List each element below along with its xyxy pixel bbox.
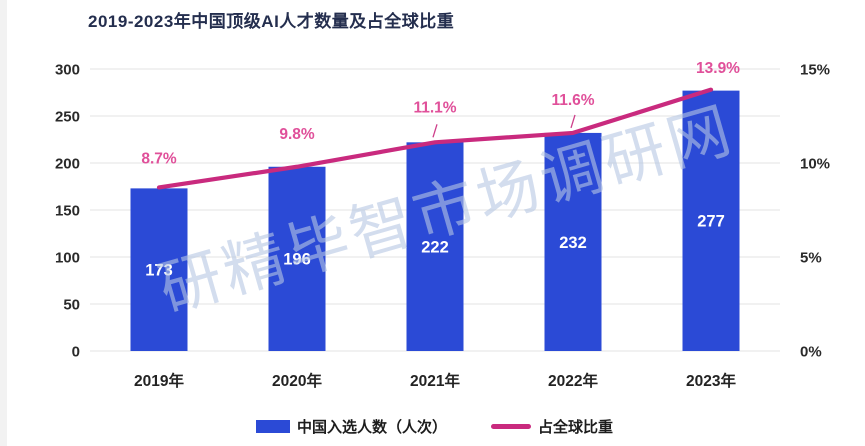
- bar-2021年: [406, 142, 464, 351]
- x-axis-label-2020年: 2020年: [272, 371, 322, 390]
- bar-value-label: 196: [283, 251, 311, 269]
- bar-value-label: 173: [145, 261, 173, 279]
- left-axis-tick-label: 0: [72, 344, 80, 361]
- bar-2020年: [268, 166, 326, 351]
- right-axis-tick-label: 10%: [800, 156, 830, 173]
- left-axis-tick-label: 150: [55, 203, 80, 220]
- percent-label: 8.7%: [141, 151, 177, 168]
- label-leader-tick: [570, 114, 576, 129]
- bar-2022年: [544, 132, 602, 351]
- right-axis-tick-label: 5%: [800, 250, 822, 267]
- bar-series-swatch: [256, 420, 290, 433]
- percent-label: 11.6%: [551, 92, 594, 109]
- percent-label: 11.1%: [413, 100, 456, 117]
- bar-2023年: [682, 90, 740, 352]
- bar-value-label: 232: [559, 234, 587, 252]
- page-edge-band: [0, 0, 7, 446]
- left-axis-tick-label: 200: [55, 156, 80, 173]
- bar-2019年: [130, 188, 188, 351]
- bar-value-label: 222: [421, 238, 449, 256]
- legend-label-bar-series: 中国入选人数（人次）: [297, 419, 448, 436]
- legend-label-line-series: 占全球比重: [538, 419, 614, 436]
- percent-line: [156, 87, 714, 190]
- left-axis-tick-label: 250: [55, 109, 80, 126]
- percent-label: 9.8%: [279, 126, 315, 143]
- chart-title: 2019-2023年中国顶级AI人才数量及占全球比重: [88, 12, 455, 31]
- legend: 中国入选人数（人次） 占全球比重: [256, 416, 613, 437]
- label-leader-tick: [432, 124, 438, 138]
- line-series-swatch: [491, 424, 532, 429]
- x-axis-label-2022年: 2022年: [548, 371, 598, 390]
- bar-value-label: 277: [697, 213, 725, 231]
- legend-item-line-series[interactable]: 占全球比重: [491, 416, 613, 437]
- x-axis-label-2023年: 2023年: [686, 371, 736, 390]
- left-axis-tick-label: 300: [55, 62, 80, 79]
- right-axis-tick-label: 0%: [800, 344, 822, 361]
- right-axis-tick-label: 15%: [800, 62, 830, 79]
- left-axis-tick-label: 50: [63, 297, 80, 314]
- x-axis-label-2021年: 2021年: [410, 371, 460, 390]
- legend-item-bar-series[interactable]: 中国入选人数（人次）: [256, 416, 447, 437]
- x-axis-label-2019年: 2019年: [134, 371, 184, 390]
- percent-label: 13.9%: [696, 60, 740, 77]
- left-axis-tick-label: 100: [55, 250, 80, 267]
